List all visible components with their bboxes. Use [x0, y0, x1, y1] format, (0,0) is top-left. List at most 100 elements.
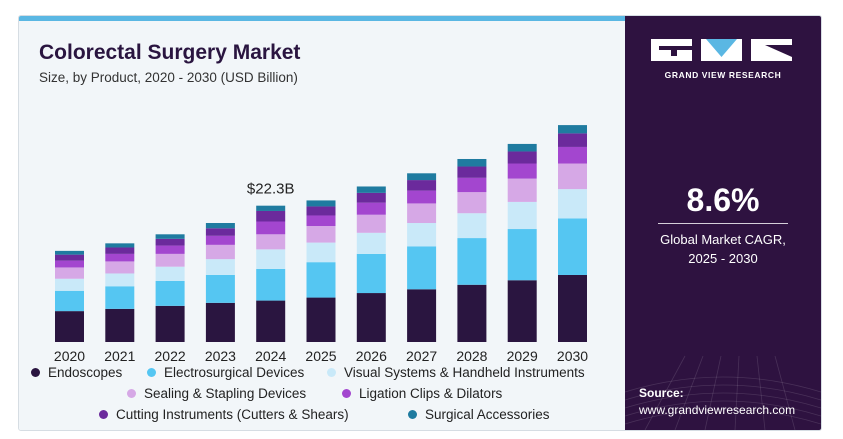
bar-segment-sealing-stapling-devices-2021 — [105, 261, 135, 274]
bar-segment-endoscopes-2029 — [507, 280, 537, 342]
bar-segment-cutting-instruments-cutters-shears-2025 — [306, 206, 336, 216]
source-link[interactable]: www.grandviewresearch.com — [639, 403, 796, 417]
bar-segment-visual-systems-handheld-instruments-2022 — [155, 266, 185, 281]
accent-line — [19, 16, 625, 21]
bar-segment-endoscopes-2024 — [256, 300, 286, 342]
bar-segment-electrosurgical-devices-2022 — [155, 280, 185, 306]
bar-segment-surgical-accessories-2020 — [55, 250, 84, 255]
bar-segment-ligation-clips-dilators-2025 — [306, 215, 336, 227]
chart-panel: Colorectal Surgery Market Size, by Produ… — [19, 21, 625, 430]
bar-segment-endoscopes-2025 — [306, 297, 336, 342]
bar-segment-cutting-instruments-cutters-shears-2026 — [356, 192, 386, 203]
bar-segment-sealing-stapling-devices-2022 — [155, 253, 185, 267]
bar-segment-sealing-stapling-devices-2023 — [205, 244, 235, 260]
bar-segment-visual-systems-handheld-instruments-2023 — [205, 259, 235, 275]
bar-segment-sealing-stapling-devices-2025 — [306, 226, 336, 243]
brand-name: GRAND VIEW RESEARCH — [664, 70, 782, 80]
x-tick-label-2027: 2027 — [406, 348, 437, 364]
bar-segment-surgical-accessories-2025 — [306, 200, 336, 207]
bar-segment-visual-systems-handheld-instruments-2029 — [507, 201, 537, 230]
bar-segment-ligation-clips-dilators-2024 — [256, 221, 286, 235]
bar-segment-surgical-accessories-2021 — [105, 243, 135, 248]
bar-segment-surgical-accessories-2027 — [407, 173, 437, 181]
bar-segment-sealing-stapling-devices-2026 — [356, 214, 386, 233]
bar-segment-visual-systems-handheld-instruments-2030 — [558, 189, 587, 219]
bar-segment-cutting-instruments-cutters-shears-2030 — [558, 133, 587, 147]
chart-subtitle: Size, by Product, 2020 - 2030 (USD Billi… — [39, 70, 298, 85]
bar-segment-electrosurgical-devices-2024 — [256, 268, 286, 301]
bar-segment-electrosurgical-devices-2030 — [558, 218, 587, 275]
chart-title: Colorectal Surgery Market — [39, 41, 301, 64]
bar-segment-endoscopes-2028 — [457, 284, 487, 342]
chart-card: Colorectal Surgery Market Size, by Produ… — [18, 15, 822, 431]
cagr-label-line1: Global Market CAGR, — [660, 232, 786, 247]
bar-segment-surgical-accessories-2028 — [457, 158, 487, 167]
bar-segment-electrosurgical-devices-2027 — [407, 246, 437, 290]
bar-segment-cutting-instruments-cutters-shears-2023 — [205, 228, 235, 236]
x-tick-label-2022: 2022 — [155, 348, 186, 364]
bar-segment-endoscopes-2022 — [155, 305, 185, 342]
bar-segment-ligation-clips-dilators-2028 — [457, 177, 487, 193]
cagr-value: 8.6% — [686, 182, 760, 218]
bar-segment-electrosurgical-devices-2026 — [356, 253, 386, 294]
bar-segment-surgical-accessories-2030 — [558, 125, 587, 134]
bar-segment-visual-systems-handheld-instruments-2025 — [306, 242, 336, 263]
cagr-label-line2: 2025 - 2030 — [688, 251, 758, 266]
bar-segment-ligation-clips-dilators-2020 — [55, 260, 84, 268]
bar-segment-visual-systems-handheld-instruments-2024 — [256, 249, 286, 269]
bar-segment-surgical-accessories-2022 — [155, 234, 185, 239]
bar-segment-surgical-accessories-2026 — [356, 186, 386, 193]
bar-segment-surgical-accessories-2023 — [205, 223, 235, 229]
bar-segment-ligation-clips-dilators-2030 — [558, 146, 587, 164]
bar-segment-electrosurgical-devices-2021 — [105, 286, 135, 309]
bar-segment-surgical-accessories-2024 — [256, 205, 286, 211]
bar-segment-ligation-clips-dilators-2023 — [205, 235, 235, 245]
bar-segment-electrosurgical-devices-2025 — [306, 262, 336, 298]
gvr-logo-icon — [651, 39, 792, 61]
cagr-label: Global Market CAGR, 2025 - 2030 — [625, 230, 821, 268]
bar-segment-electrosurgical-devices-2020 — [55, 290, 84, 312]
bar-segment-visual-systems-handheld-instruments-2026 — [356, 232, 386, 254]
bar-segment-endoscopes-2026 — [356, 293, 386, 342]
x-tick-label-2021: 2021 — [104, 348, 135, 364]
bar-segment-ligation-clips-dilators-2026 — [356, 202, 386, 215]
bar-segment-electrosurgical-devices-2029 — [507, 229, 537, 281]
bar-segment-ligation-clips-dilators-2029 — [507, 163, 537, 179]
bar-segment-sealing-stapling-devices-2024 — [256, 234, 286, 250]
bar-segment-electrosurgical-devices-2023 — [205, 274, 235, 303]
bar-segment-ligation-clips-dilators-2021 — [105, 253, 135, 262]
bar-segment-ligation-clips-dilators-2027 — [407, 190, 437, 204]
x-tick-label-2029: 2029 — [507, 348, 538, 364]
bar-segment-sealing-stapling-devices-2027 — [407, 203, 437, 224]
info-sidebar: GRAND VIEW RESEARCH 8.6% Global Market C… — [625, 16, 821, 430]
x-tick-label-2023: 2023 — [205, 348, 236, 364]
cagr-divider — [658, 223, 788, 224]
bar-segment-sealing-stapling-devices-2028 — [457, 192, 487, 214]
bar-segment-visual-systems-handheld-instruments-2021 — [105, 273, 135, 287]
decorative-grid — [625, 355, 821, 430]
x-tick-label-2020: 2020 — [54, 348, 85, 364]
bar-segment-cutting-instruments-cutters-shears-2029 — [507, 151, 537, 164]
bar-segment-visual-systems-handheld-instruments-2028 — [457, 213, 487, 239]
bar-segment-surgical-accessories-2029 — [507, 143, 537, 152]
bar-segment-sealing-stapling-devices-2030 — [558, 163, 587, 190]
source-label: Source: — [639, 386, 684, 400]
x-tick-label-2026: 2026 — [356, 348, 387, 364]
bar-segment-endoscopes-2023 — [205, 302, 235, 342]
bar-segment-cutting-instruments-cutters-shears-2027 — [407, 180, 437, 191]
bar-segment-endoscopes-2030 — [558, 274, 587, 342]
bar-segment-endoscopes-2021 — [105, 308, 135, 342]
stacked-bar-chart: 2020 2021 2022 2023 2024 $22.3B 2025 2026 2027 20… — [54, 125, 588, 364]
bar-segment-cutting-instruments-cutters-shears-2020 — [55, 254, 84, 261]
bar-segment-visual-systems-handheld-instruments-2020 — [55, 278, 84, 291]
bar-segment-cutting-instruments-cutters-shears-2024 — [256, 210, 286, 222]
bar-segment-cutting-instruments-cutters-shears-2028 — [457, 166, 487, 178]
x-tick-label-2028: 2028 — [456, 348, 487, 364]
x-tick-label-2024: 2024 — [255, 348, 286, 364]
bar-segment-cutting-instruments-cutters-shears-2022 — [155, 238, 185, 246]
bar-segment-electrosurgical-devices-2028 — [457, 238, 487, 285]
bar-segment-sealing-stapling-devices-2020 — [55, 267, 84, 279]
total-annotation: $22.3B — [247, 181, 295, 198]
bar-segment-visual-systems-handheld-instruments-2027 — [407, 223, 437, 247]
bar-segment-ligation-clips-dilators-2022 — [155, 245, 185, 254]
